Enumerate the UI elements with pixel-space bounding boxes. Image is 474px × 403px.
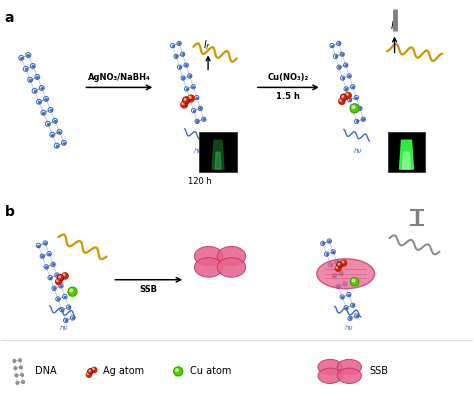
Ellipse shape <box>318 368 342 384</box>
Circle shape <box>92 368 94 370</box>
Ellipse shape <box>318 359 342 375</box>
Circle shape <box>340 99 342 101</box>
Circle shape <box>87 373 89 375</box>
Circle shape <box>352 106 355 108</box>
Circle shape <box>336 266 338 268</box>
Circle shape <box>182 102 184 104</box>
Text: Cu atom: Cu atom <box>190 366 231 376</box>
Circle shape <box>342 95 344 98</box>
Text: hν: hν <box>354 148 362 154</box>
Circle shape <box>346 93 348 96</box>
Circle shape <box>339 98 345 104</box>
Circle shape <box>188 95 194 102</box>
Circle shape <box>91 367 97 372</box>
Text: hν: hν <box>59 324 68 330</box>
Circle shape <box>63 274 65 276</box>
Circle shape <box>58 276 61 278</box>
Circle shape <box>88 369 93 374</box>
Circle shape <box>352 279 355 282</box>
Text: a: a <box>5 10 14 25</box>
Polygon shape <box>402 152 410 169</box>
Circle shape <box>175 369 178 372</box>
Circle shape <box>341 260 346 266</box>
Text: SSB: SSB <box>140 285 158 294</box>
Ellipse shape <box>317 259 374 289</box>
Text: 1.5 h: 1.5 h <box>276 92 301 102</box>
Text: b: b <box>5 205 15 219</box>
Circle shape <box>335 266 341 271</box>
Text: DNA: DNA <box>35 366 56 376</box>
Text: Cu(NO₃)₂: Cu(NO₃)₂ <box>268 73 309 82</box>
Circle shape <box>181 101 188 108</box>
Circle shape <box>189 96 191 98</box>
Circle shape <box>70 289 73 292</box>
Circle shape <box>345 92 351 99</box>
Text: hν: hν <box>345 324 353 330</box>
Circle shape <box>337 263 340 265</box>
Ellipse shape <box>217 258 246 277</box>
Circle shape <box>56 279 59 282</box>
Text: 120 h: 120 h <box>188 177 212 186</box>
Circle shape <box>89 370 91 372</box>
Circle shape <box>86 372 91 377</box>
Circle shape <box>337 262 343 268</box>
Ellipse shape <box>217 247 246 266</box>
FancyBboxPatch shape <box>388 132 426 172</box>
Circle shape <box>68 287 77 296</box>
Circle shape <box>342 261 344 263</box>
Circle shape <box>350 104 359 113</box>
Polygon shape <box>400 140 413 169</box>
Circle shape <box>55 278 62 285</box>
Text: SSB: SSB <box>370 366 389 376</box>
Ellipse shape <box>194 258 223 277</box>
Ellipse shape <box>337 368 361 384</box>
Circle shape <box>173 367 182 376</box>
Ellipse shape <box>337 359 361 375</box>
Text: Ag atom: Ag atom <box>103 366 145 376</box>
Circle shape <box>341 94 347 100</box>
Circle shape <box>350 278 359 286</box>
Polygon shape <box>212 140 224 169</box>
FancyBboxPatch shape <box>199 132 237 172</box>
Text: AgNO₃/NaBH₄: AgNO₃/NaBH₄ <box>88 73 151 82</box>
Text: hν: hν <box>194 148 202 154</box>
Circle shape <box>57 274 64 281</box>
Text: $I_f$: $I_f$ <box>390 19 398 33</box>
Polygon shape <box>215 152 221 169</box>
Circle shape <box>184 98 186 100</box>
Ellipse shape <box>194 247 223 266</box>
Circle shape <box>183 97 190 104</box>
Circle shape <box>62 273 68 279</box>
Text: $I_f$: $I_f$ <box>203 38 211 52</box>
